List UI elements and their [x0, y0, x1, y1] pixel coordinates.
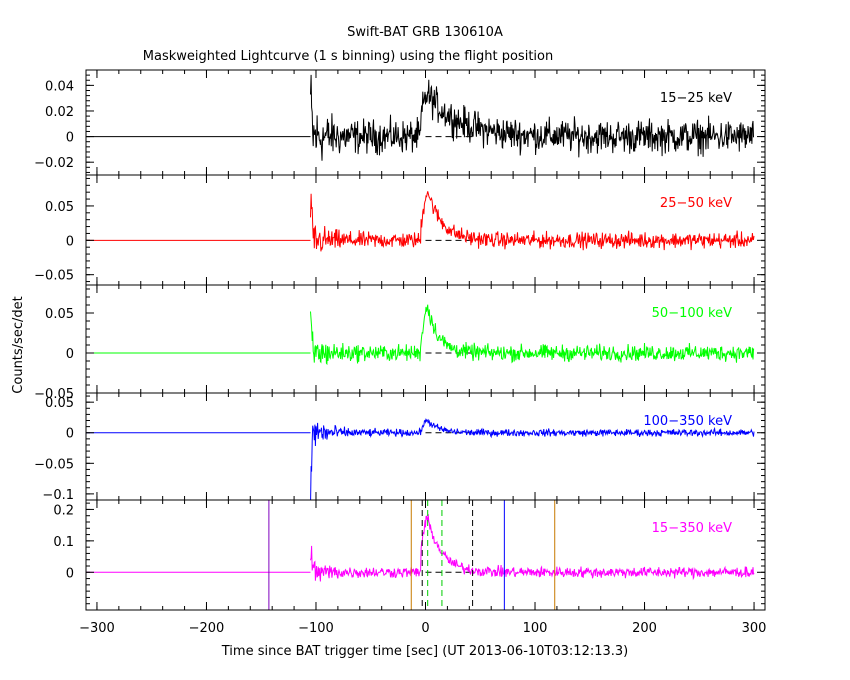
y-tick-label: 0.02	[45, 105, 74, 120]
x-tick-label: −300	[79, 621, 115, 636]
band-label: 100−350 keV	[643, 414, 732, 429]
band-label: 25−50 keV	[660, 196, 732, 211]
figure-subtitle: Maskweighted Lightcurve (1 s binning) us…	[143, 49, 553, 64]
y-tick-label: −0.05	[34, 457, 74, 472]
x-axis-ticks: −300 −200 −100 0 100 200 300	[79, 621, 766, 636]
series-line	[310, 417, 755, 500]
series-line	[310, 191, 755, 252]
series-line	[310, 514, 755, 582]
y-tick-label: 0.05	[45, 200, 74, 215]
y-tick-label: 0.1	[53, 535, 74, 550]
y-tick-label: 0	[66, 131, 74, 146]
y-tick-label: 0	[66, 427, 74, 442]
x-tick-label: 0	[421, 621, 429, 636]
y-tick-label: −0.1	[42, 488, 74, 503]
y-tick-label: 0.04	[45, 79, 74, 94]
panel-5: 0 0.1 0.2 15−350 keV	[53, 499, 766, 611]
band-label: 15−25 keV	[660, 91, 732, 106]
y-tick-label: −0.05	[34, 387, 74, 402]
series-line	[310, 74, 755, 161]
band-label: 15−350 keV	[652, 521, 732, 536]
y-tick-label: 0.05	[45, 396, 74, 411]
panels-group: −0.02 0 0.02 0.04 15−25 keV −0.05 0 0.05 25−50 k…	[34, 69, 766, 611]
y-tick-label: −0.05	[34, 269, 74, 284]
x-tick-label: 200	[632, 621, 657, 636]
y-tick-label: −0.02	[34, 156, 74, 171]
panel-frame	[85, 69, 766, 176]
panel-2: −0.05 0 0.05 25−50 keV	[34, 174, 766, 286]
y-tick-label: 0	[66, 566, 74, 581]
y-tick-label: 0.2	[53, 503, 74, 518]
figure-title: Swift-BAT GRB 130610A	[347, 25, 503, 40]
y-tick-label: 0	[66, 234, 74, 249]
y-tick-label: 0.05	[45, 307, 74, 322]
y-tick-label: 0	[66, 347, 74, 362]
panel-frame	[85, 284, 766, 394]
panel-1: −0.02 0 0.02 0.04 15−25 keV	[34, 69, 766, 176]
band-label: 50−100 keV	[652, 306, 732, 321]
series-line	[310, 304, 755, 366]
panel-frame	[85, 499, 766, 611]
panel-frame	[85, 392, 766, 501]
x-tick-label: −200	[189, 621, 225, 636]
x-tick-label: −100	[298, 621, 334, 636]
panel-3: −0.05 0 0.05 50−100 keV	[34, 284, 766, 402]
panel-frame	[85, 174, 766, 286]
x-tick-label: 100	[523, 621, 548, 636]
x-axis-label: Time since BAT trigger time [sec] (UT 20…	[221, 644, 628, 659]
x-tick-label: 300	[742, 621, 767, 636]
y-axis-label: Counts/sec/det	[11, 296, 26, 393]
panel-4: −0.1 −0.05 0 0.05 100−350 keV	[34, 392, 766, 503]
